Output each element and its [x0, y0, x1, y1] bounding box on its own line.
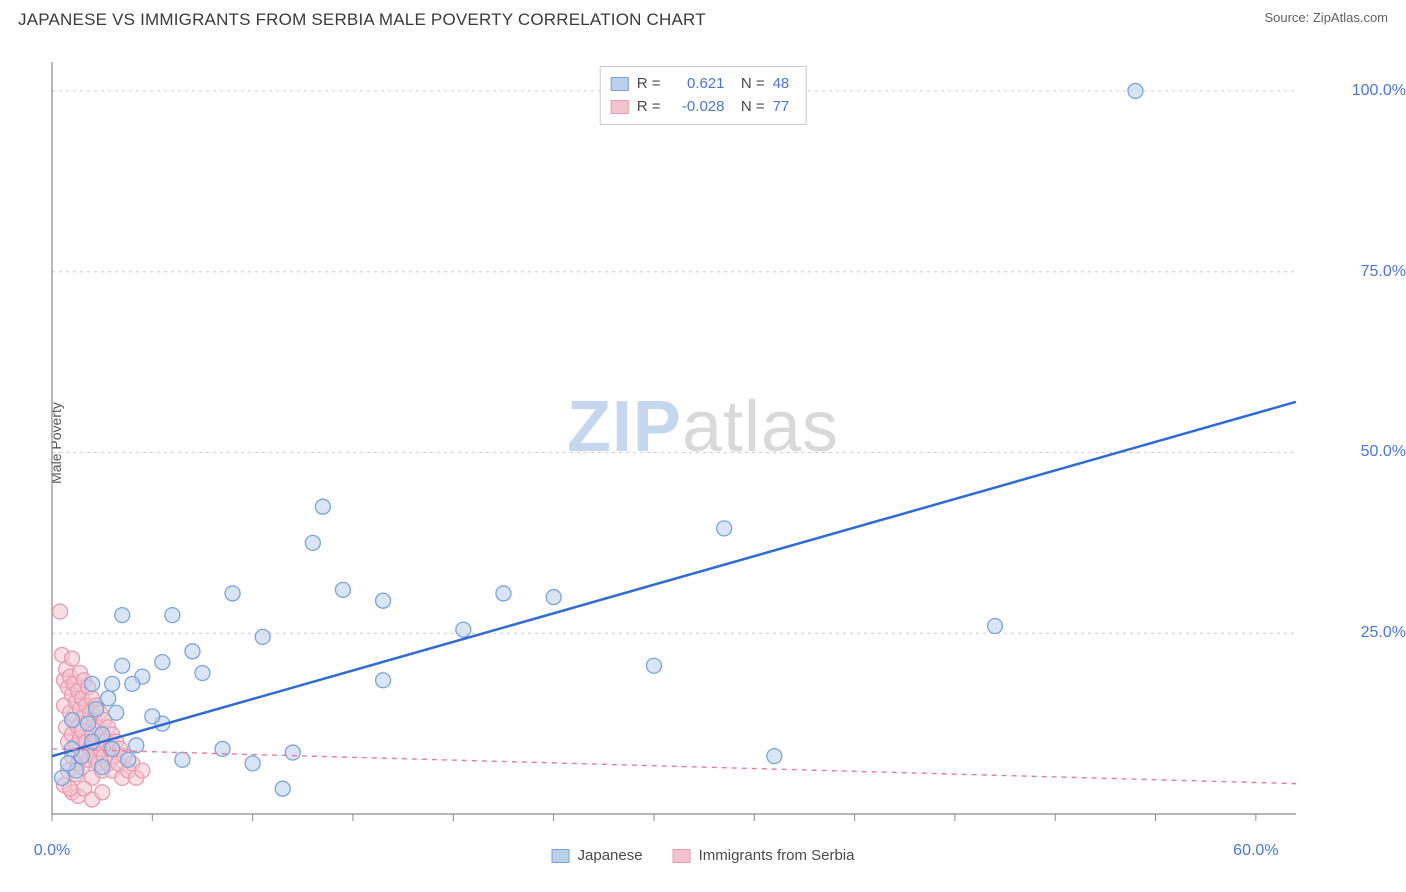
y-tick-label: 50.0%: [1361, 443, 1406, 461]
legend-swatch: [611, 100, 629, 114]
series-legend-item: Immigrants from Serbia: [673, 847, 855, 864]
y-tick-label: 25.0%: [1361, 624, 1406, 642]
scatter-chart: [48, 54, 1358, 832]
series-legend-label: Immigrants from Serbia: [699, 847, 855, 864]
source-label: Source: ZipAtlas.com: [1264, 10, 1388, 25]
legend-row: R =0.621 N = 48: [611, 73, 790, 96]
correlation-legend: R =0.621 N = 48R =-0.028 N = 77: [600, 66, 807, 125]
y-tick-label: 100.0%: [1352, 82, 1406, 100]
y-tick-label: 75.0%: [1361, 263, 1406, 281]
legend-swatch: [673, 849, 691, 863]
series-legend: Japanese Immigrants from Serbia: [552, 847, 855, 864]
plot-area: Male Poverty ZIPatlas R =0.621 N = 48R =…: [48, 54, 1358, 832]
chart-title: JAPANESE VS IMMIGRANTS FROM SERBIA MALE …: [18, 10, 706, 30]
series-legend-item: Japanese: [552, 847, 643, 864]
series-legend-label: Japanese: [578, 847, 643, 864]
x-tick-label: 0.0%: [34, 842, 70, 860]
legend-row: R =-0.028 N = 77: [611, 96, 790, 119]
legend-swatch: [611, 77, 629, 91]
legend-swatch: [552, 849, 570, 863]
x-tick-label: 60.0%: [1233, 842, 1278, 860]
